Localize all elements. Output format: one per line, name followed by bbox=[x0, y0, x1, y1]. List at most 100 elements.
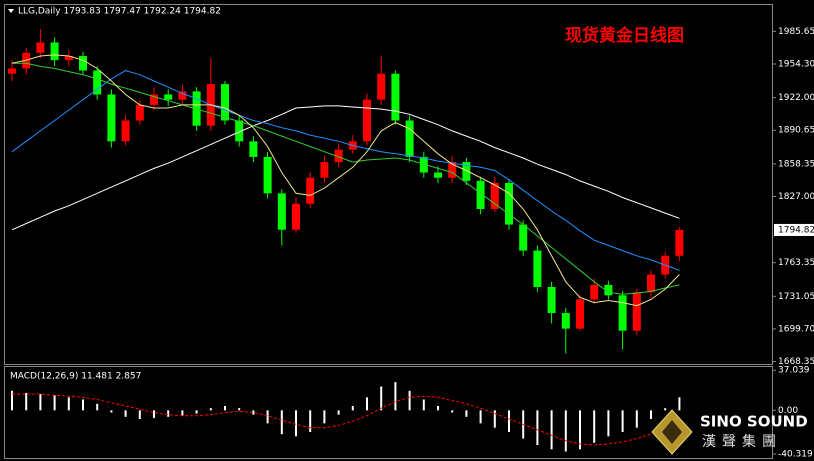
macd-bar bbox=[635, 410, 638, 428]
candle-body bbox=[533, 250, 542, 287]
macd-bar bbox=[25, 393, 28, 411]
macd-bar bbox=[124, 410, 127, 417]
moving-average bbox=[11, 54, 680, 307]
candle-body bbox=[277, 193, 286, 230]
macd-bar bbox=[380, 386, 383, 411]
macd-bar bbox=[394, 382, 397, 411]
macd-bar bbox=[579, 410, 581, 450]
candle-body bbox=[64, 55, 73, 61]
candle-body bbox=[419, 156, 428, 173]
macd-bar bbox=[508, 410, 510, 432]
candle-body bbox=[107, 94, 116, 142]
candle-body bbox=[93, 70, 102, 95]
candle-body bbox=[150, 94, 158, 105]
candle-body bbox=[561, 313, 570, 329]
macd-bar bbox=[110, 410, 113, 413]
candle-body bbox=[363, 99, 371, 142]
candle-body bbox=[675, 229, 684, 256]
macd-bar bbox=[138, 410, 141, 419]
y-tick-label: 1985.65 bbox=[778, 27, 814, 37]
macd-bar bbox=[53, 395, 56, 411]
macd-bar bbox=[408, 390, 411, 411]
y-tick-label: 1922.00 bbox=[778, 93, 814, 103]
macd-bar bbox=[11, 390, 13, 411]
macd-bar bbox=[664, 408, 667, 411]
logo-latin: SINO SOUND bbox=[700, 413, 808, 431]
candle-body bbox=[547, 286, 556, 314]
y-tick-label: 0.00 bbox=[778, 406, 798, 416]
macd-bar bbox=[167, 410, 170, 417]
y-tick-label: 1668.35 bbox=[778, 357, 814, 367]
macd-bar bbox=[82, 399, 84, 411]
candle-body bbox=[576, 299, 584, 329]
candle-body bbox=[79, 55, 87, 71]
candle-body bbox=[604, 284, 613, 296]
macd-bar bbox=[224, 406, 226, 411]
macd-bar bbox=[650, 410, 652, 419]
candle-body bbox=[235, 120, 244, 142]
macd-bar bbox=[593, 410, 596, 443]
y-tick-label: 1954.30 bbox=[778, 60, 814, 70]
macd-bar bbox=[209, 408, 212, 411]
candle-body bbox=[434, 172, 442, 178]
current-price-box bbox=[774, 223, 814, 236]
chart-title: 现货黄金日线图 bbox=[565, 25, 684, 46]
macd-bar bbox=[67, 397, 70, 411]
moving-average bbox=[11, 105, 680, 231]
macd-bar bbox=[451, 410, 454, 413]
candle-body bbox=[519, 224, 528, 251]
candle-body bbox=[476, 180, 485, 209]
macd-bar bbox=[238, 408, 241, 411]
macd-bar bbox=[309, 410, 312, 432]
candle-body bbox=[164, 94, 173, 100]
macd-bar bbox=[536, 410, 539, 445]
macd-bar bbox=[564, 410, 567, 452]
candle-body bbox=[590, 284, 599, 300]
y-tick-label: 1827.00 bbox=[778, 192, 814, 202]
macd-bar bbox=[323, 410, 326, 424]
macd-bar bbox=[422, 399, 425, 411]
candle-body bbox=[391, 73, 400, 121]
candle-body bbox=[405, 120, 414, 157]
y-tick-label: -40.319 bbox=[778, 450, 813, 460]
candle-body bbox=[121, 120, 130, 142]
candle-body bbox=[263, 156, 272, 194]
macd-panel-frame bbox=[4, 366, 773, 459]
candle-body bbox=[334, 149, 343, 163]
macd-bar bbox=[437, 406, 439, 411]
symbol-info: LLG,Daily 1793.83 1797.47 1792.24 1794.8… bbox=[18, 7, 221, 17]
macd-bar bbox=[351, 406, 354, 411]
macd-bar bbox=[678, 397, 681, 411]
logo-chinese: 漢聲集團 bbox=[702, 433, 782, 450]
candle-body bbox=[490, 182, 499, 209]
macd-bar bbox=[39, 394, 42, 411]
y-tick-label: 1890.65 bbox=[778, 126, 814, 136]
macd-bar bbox=[181, 410, 184, 416]
candle-body bbox=[36, 42, 45, 53]
macd-label: MACD(12,26,9) 11.481 2.857 bbox=[10, 372, 141, 382]
candle-body bbox=[8, 68, 16, 74]
logo-icon-inner bbox=[662, 420, 682, 444]
candle-body bbox=[377, 73, 386, 100]
candle-body bbox=[306, 177, 315, 204]
candle-body bbox=[632, 292, 641, 331]
macd-bar bbox=[493, 410, 496, 428]
candle-body bbox=[647, 274, 655, 293]
macd-bar bbox=[252, 410, 255, 415]
macd-signal bbox=[12, 393, 680, 446]
macd-bar bbox=[153, 410, 155, 418]
macd-bar bbox=[195, 410, 198, 414]
candle-body bbox=[292, 203, 300, 230]
macd-bar bbox=[295, 410, 297, 437]
macd-bar bbox=[607, 410, 610, 437]
candle-body bbox=[462, 162, 471, 181]
candle-body bbox=[192, 91, 201, 126]
y-tick-label: 1763.35 bbox=[778, 258, 814, 268]
moving-average bbox=[11, 70, 680, 271]
macd-bar bbox=[479, 410, 482, 424]
main-panel-frame bbox=[4, 4, 773, 365]
y-tick-label: 1858.35 bbox=[778, 159, 814, 169]
candle-body bbox=[50, 42, 59, 61]
